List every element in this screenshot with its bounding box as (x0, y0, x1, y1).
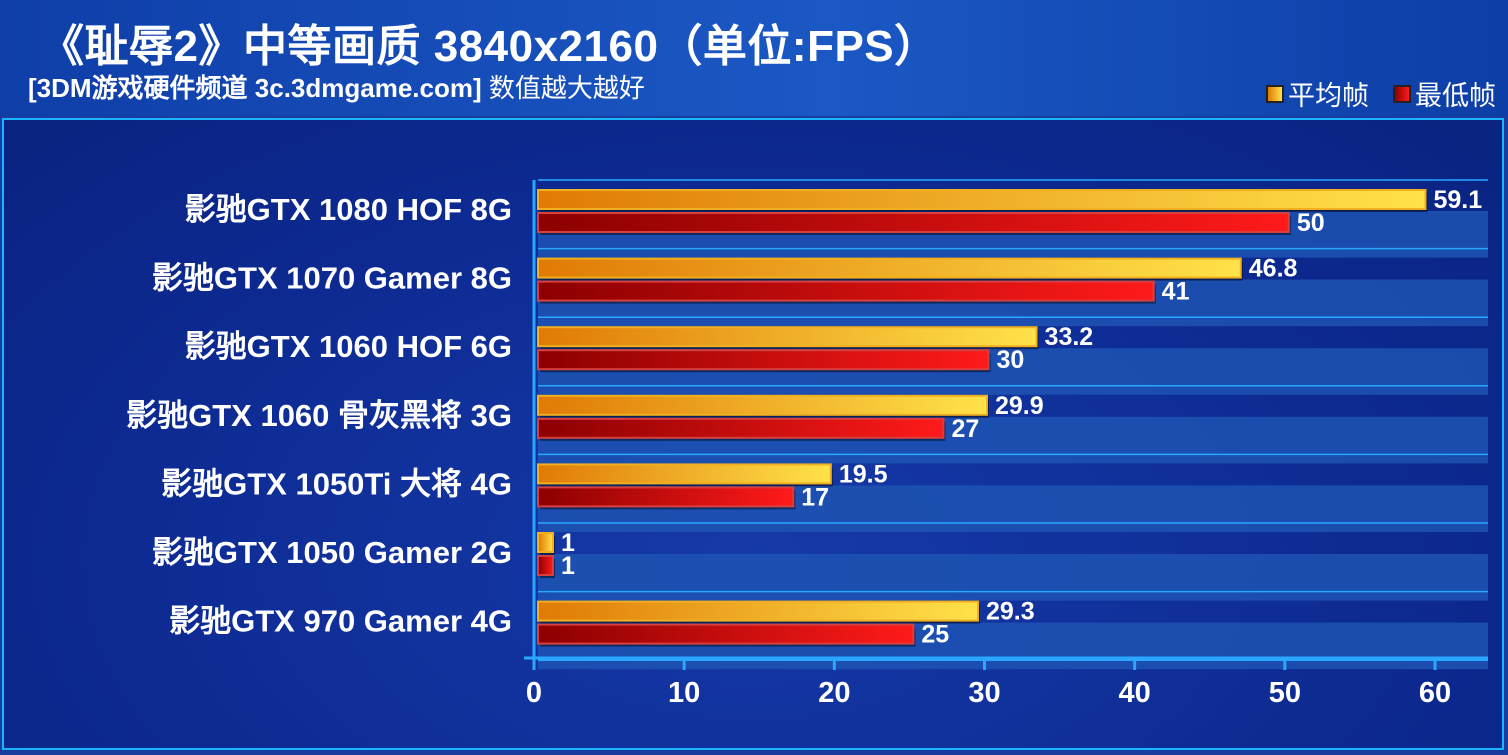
bar-min (537, 486, 795, 508)
value-label-avg: 46.8 (1249, 255, 1298, 283)
legend-label-avg: 平均帧 (1288, 81, 1369, 111)
plot-band (538, 554, 1488, 601)
chart-header: 《耻辱2》中等画质 3840x2160（单位:FPS） [3DM游戏硬件频道 3… (0, 0, 1508, 116)
chart-legend: 平均帧 最低帧 (1266, 74, 1496, 113)
bar-min (537, 623, 915, 645)
value-label-min: 30 (997, 346, 1025, 374)
value-label-avg: 29.3 (986, 598, 1035, 626)
bar-min (537, 417, 945, 439)
bar-avg (537, 189, 1427, 210)
x-tick-label: 60 (1419, 677, 1451, 709)
bar-avg (537, 257, 1242, 279)
x-tick-label: 0 (526, 677, 542, 709)
subtitle-note: 数值越大越好 (481, 73, 645, 103)
bar-min (537, 280, 1155, 302)
category-label: 影驰GTX 1050Ti 大将 4G (161, 466, 512, 501)
value-label-min: 27 (951, 415, 979, 443)
value-label-min: 17 (801, 483, 829, 511)
legend-swatch-avg (1266, 84, 1284, 103)
value-label-min: 41 (1162, 278, 1190, 306)
bar-avg (537, 532, 555, 553)
bar-avg (537, 600, 979, 622)
category-label: 影驰GTX 1070 Gamer 8G (152, 261, 512, 296)
category-label: 影驰GTX 1060 骨灰黑将 3G (126, 398, 512, 433)
x-tick-label: 50 (1269, 677, 1301, 709)
bar-avg (537, 326, 1038, 348)
legend-label-min: 最低帧 (1415, 81, 1496, 111)
legend-item-avg: 平均帧 (1266, 74, 1369, 113)
value-label-avg: 29.9 (995, 392, 1044, 420)
value-label-min: 50 (1297, 209, 1325, 237)
bar-avg (537, 394, 988, 416)
chart-subtitle: [3DM游戏硬件频道 3c.3dmgame.com] 数值越大越好 (28, 68, 645, 105)
bar-min (537, 212, 1290, 233)
x-tick-label: 40 (1119, 677, 1151, 709)
legend-item-min: 最低帧 (1393, 74, 1496, 113)
x-tick-label: 30 (968, 677, 1000, 709)
value-label-avg: 59.1 (1433, 186, 1482, 214)
x-tick-label: 10 (668, 677, 700, 709)
chart-title: 《耻辱2》中等画质 3840x2160（单位:FPS） (40, 22, 939, 71)
value-label-min: 1 (561, 552, 575, 580)
value-label-avg: 33.2 (1045, 323, 1094, 351)
x-tick-label: 20 (818, 677, 850, 709)
bar-min (537, 555, 555, 576)
subtitle-source: [3DM游戏硬件频道 3c.3dmgame.com] (28, 73, 482, 103)
legend-swatch-min (1393, 84, 1411, 103)
category-label: 影驰GTX 1080 HOF 8G (185, 192, 512, 227)
category-label: 影驰GTX 1050 Gamer 2G (152, 535, 512, 570)
category-label: 影驰GTX 970 Gamer 4G (169, 604, 512, 639)
bar-min (537, 349, 990, 371)
value-label-min: 25 (921, 621, 949, 649)
value-label-avg: 19.5 (839, 460, 888, 488)
category-label: 影驰GTX 1060 HOF 6G (185, 329, 512, 364)
bar-avg (537, 463, 832, 485)
value-label-avg: 1 (561, 529, 575, 557)
